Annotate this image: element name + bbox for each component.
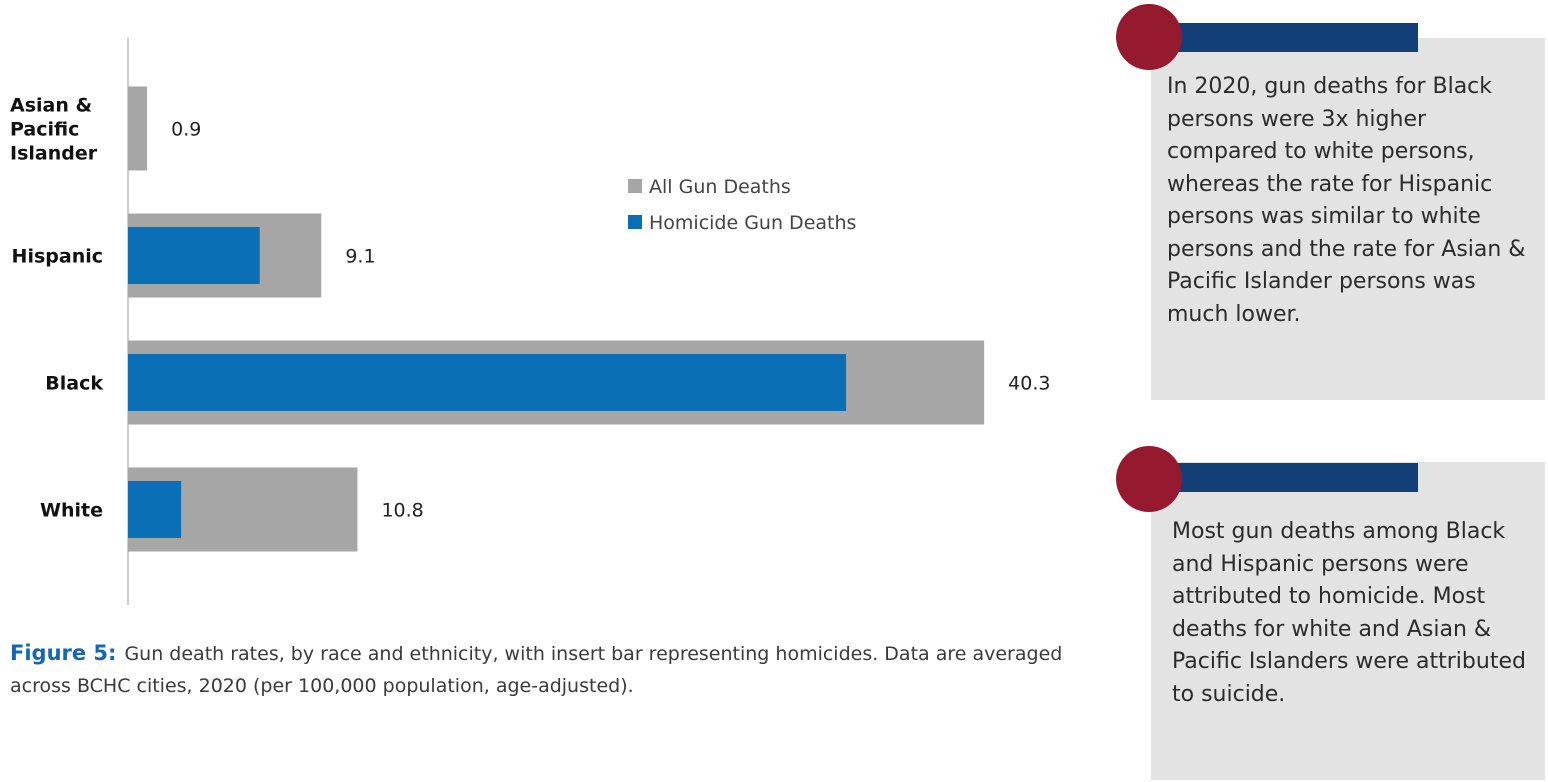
value-label-black: 40.3 [1008, 373, 1050, 395]
category-label-white: White [40, 500, 103, 522]
callout-text-1: In 2020, gun deaths for Black persons we… [1167, 74, 1526, 327]
value-label-hispanic: 9.1 [345, 246, 375, 268]
legend-swatch-all-gun-deaths [628, 179, 642, 193]
legend-swatch-homicide-gun-deaths [628, 215, 642, 229]
bar-all-gun-deaths-asian-pacific-islander [128, 86, 148, 171]
bar-homicide-gun-deaths-black [128, 354, 847, 411]
callout-box-1 [1151, 38, 1545, 400]
bar-homicide-gun-deaths-hispanic [128, 227, 260, 284]
bars [128, 86, 985, 552]
value-label-asian-pacific-islander: 0.9 [171, 119, 201, 141]
legend: All Gun Deaths Homicide Gun Deaths [628, 176, 856, 234]
bar-homicide-gun-deaths-white [128, 481, 182, 538]
callout-accent-bar-2 [1150, 463, 1418, 492]
figure-caption-text: Gun death rates, by race and ethnicity, … [10, 643, 1063, 697]
callout-dot-1 [1116, 4, 1182, 70]
legend-label-homicide-gun-deaths: Homicide Gun Deaths [649, 212, 856, 234]
callout-text-2: Most gun deaths among Black and Hispanic… [1172, 519, 1526, 707]
callout-accent-bar-1 [1150, 23, 1418, 52]
category-label-hispanic: Hispanic [12, 246, 103, 268]
value-label-white: 10.8 [381, 500, 423, 522]
callout-dot-2 [1116, 446, 1182, 512]
legend-label-all-gun-deaths: All Gun Deaths [649, 176, 791, 198]
value-labels: 0.9 9.1 40.3 10.8 [171, 119, 1050, 522]
category-label-asian-pacific-islander: Asian & Pacific Islander [10, 95, 98, 165]
figure-label: Figure 5: [10, 641, 117, 665]
callout-box-2 [1151, 462, 1545, 780]
bar-chart: Asian & Pacific Islander Hispanic Black White… [10, 38, 1050, 605]
category-labels: Asian & Pacific Islander Hispanic Black White [10, 95, 103, 522]
category-label-black: Black [45, 373, 103, 395]
figure-caption: Figure 5: Gun death rates, by race and et… [10, 637, 1100, 702]
